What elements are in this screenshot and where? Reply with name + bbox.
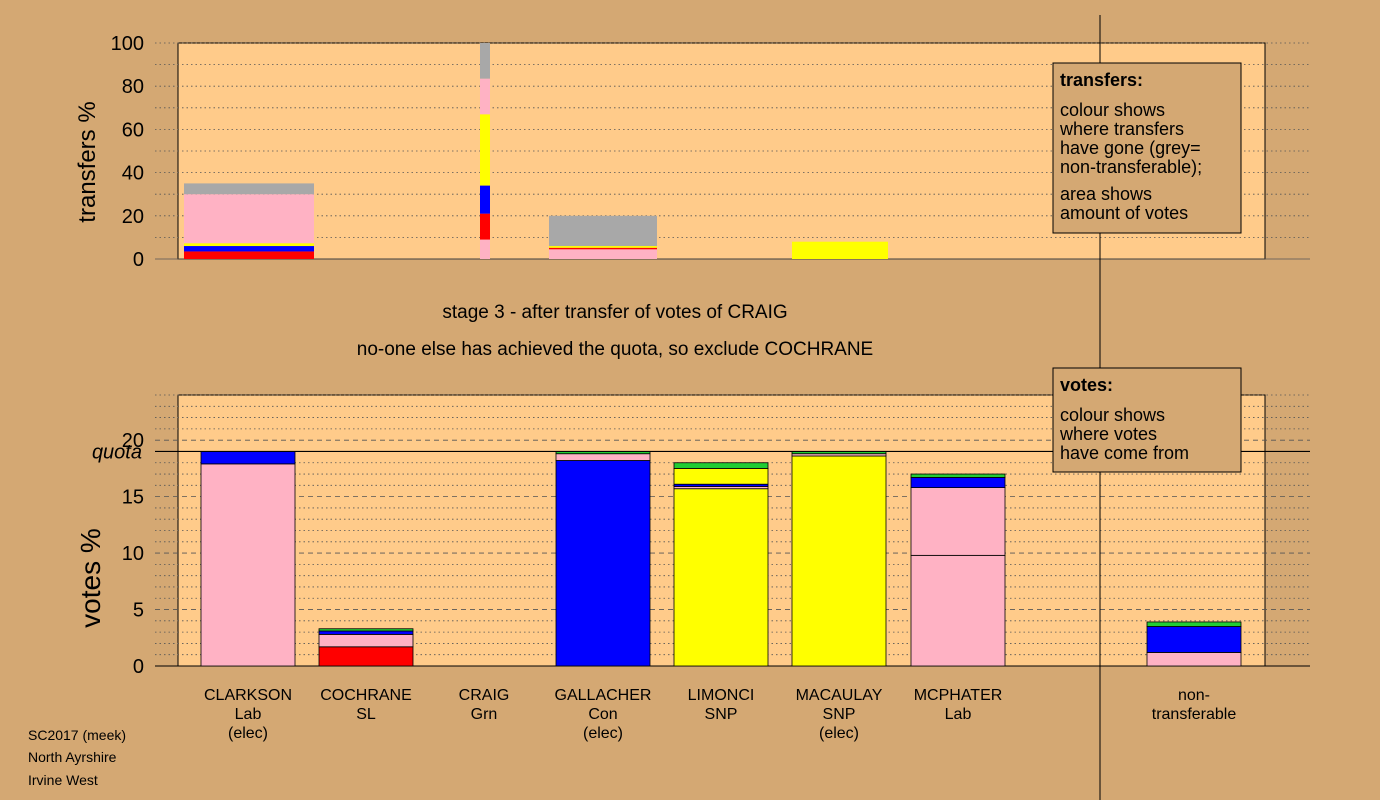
candidate-labels: CLARKSON Lab (elec) COCHRANE SL CRAIG Grn GALLA… [204, 687, 1236, 742]
vote-segment [318, 646, 414, 667]
y-tick-label: 0 [133, 656, 144, 678]
transfer-segment [480, 114, 490, 186]
y-tick-label: 40 [122, 163, 144, 185]
candidate-label: (elec) [819, 725, 859, 742]
y-tick-label: 20 [122, 430, 144, 452]
transfer-segment [549, 249, 657, 259]
votes-legend-line: have come from [1060, 443, 1189, 463]
transfer-segment [184, 243, 314, 247]
y-tick-label: 100 [111, 33, 144, 55]
vote-segment [910, 487, 1006, 556]
vote-segment [318, 633, 414, 648]
votes-bars [200, 451, 1242, 667]
votes-legend-line: colour shows [1060, 405, 1165, 425]
transfer-segment [549, 246, 657, 248]
transfer-segment [792, 241, 888, 259]
y-tick-label: 10 [122, 543, 144, 565]
votes-legend-title: votes: [1060, 375, 1113, 395]
candidate-label: GALLACHER [555, 687, 652, 704]
y-tick-label: 60 [122, 119, 144, 141]
vote-segment [1146, 621, 1242, 627]
transfer-segment [184, 194, 314, 244]
stage-heading: stage 3 - after transfer of votes of CRA… [442, 302, 787, 323]
candidate-label: COCHRANE [320, 687, 412, 704]
vote-segment [910, 554, 1006, 667]
transfer-segment [480, 239, 490, 259]
transfer-segment [480, 213, 490, 240]
transfer-segment [480, 78, 490, 115]
vote-segment [200, 463, 296, 667]
transfers-bars [184, 43, 888, 259]
candidate-label: MACAULAY [796, 687, 883, 704]
votes-legend-line: where votes [1059, 424, 1157, 444]
footer-ward: Irvine West [28, 772, 98, 788]
transfers-legend-line: amount of votes [1060, 203, 1188, 223]
candidate-label: Lab [235, 706, 262, 723]
transfers-legend-title: transfers: [1060, 70, 1143, 90]
footer-council: North Ayrshire [28, 749, 117, 765]
y-tick-label: 20 [122, 206, 144, 228]
candidate-label: SL [356, 706, 376, 723]
candidate-label: Grn [471, 706, 498, 723]
transfers-legend-line: where transfers [1059, 119, 1184, 139]
vote-segment [200, 451, 296, 465]
vote-segment [318, 630, 414, 635]
transfer-segment [184, 251, 314, 259]
votes-y-ticks: 0 5 10 15 20 [122, 430, 144, 678]
vote-segment [673, 488, 769, 667]
candidate-label: Con [588, 706, 617, 723]
vote-segment [673, 462, 769, 469]
transfers-legend-line: have gone (grey= [1060, 138, 1201, 158]
transfers-legend: transfers: colour shows where transfers … [1052, 62, 1242, 234]
transfer-segment [184, 183, 314, 195]
candidate-label: CRAIG [459, 687, 510, 704]
candidate-label: non- [1178, 687, 1210, 704]
candidate-label: LIMONCI [688, 687, 755, 704]
quota-label: quota [92, 441, 142, 463]
vote-segment [910, 473, 1006, 478]
transfers-legend-line: non-transferable); [1060, 157, 1202, 177]
candidate-label: transferable [1152, 706, 1237, 723]
candidate-label: CLARKSON [204, 687, 292, 704]
transfer-segment [184, 246, 314, 252]
action-heading: no-one else has achieved the quota, so e… [357, 339, 873, 360]
vote-segment [1146, 652, 1242, 667]
y-tick-label: 15 [122, 487, 144, 509]
transfers-legend-line: colour shows [1060, 100, 1165, 120]
votes-y-axis-label: votes % [75, 528, 106, 628]
vote-segment [555, 460, 651, 667]
vote-segment [318, 628, 414, 632]
transfers-y-ticks: 0 20 40 60 80 100 [111, 33, 144, 271]
transfers-gridlines [155, 42, 1310, 260]
candidate-label: SNP [823, 706, 856, 723]
y-tick-label: 0 [133, 249, 144, 271]
candidate-label: MCPHATER [914, 687, 1003, 704]
transfer-segment [480, 43, 490, 79]
vote-segment [791, 455, 887, 667]
vote-segment [910, 477, 1006, 488]
candidate-label: SNP [705, 706, 738, 723]
vote-segment [673, 467, 769, 485]
vote-segment [555, 453, 651, 461]
transfer-segment [549, 215, 657, 247]
candidate-label: (elec) [583, 725, 623, 742]
vote-segment [1146, 626, 1242, 653]
candidate-label: Lab [945, 706, 972, 723]
transfer-segment [480, 185, 490, 214]
y-tick-label: 5 [133, 600, 144, 622]
transfers-legend-line: area shows [1060, 184, 1152, 204]
transfers-y-axis-label: transfers % [74, 101, 101, 222]
y-tick-label: 80 [122, 76, 144, 98]
votes-legend: votes: colour shows where votes have com… [1052, 367, 1242, 473]
candidate-label: (elec) [228, 725, 268, 742]
transfer-segment [549, 247, 657, 250]
footer-election: SC2017 (meek) [28, 727, 126, 743]
